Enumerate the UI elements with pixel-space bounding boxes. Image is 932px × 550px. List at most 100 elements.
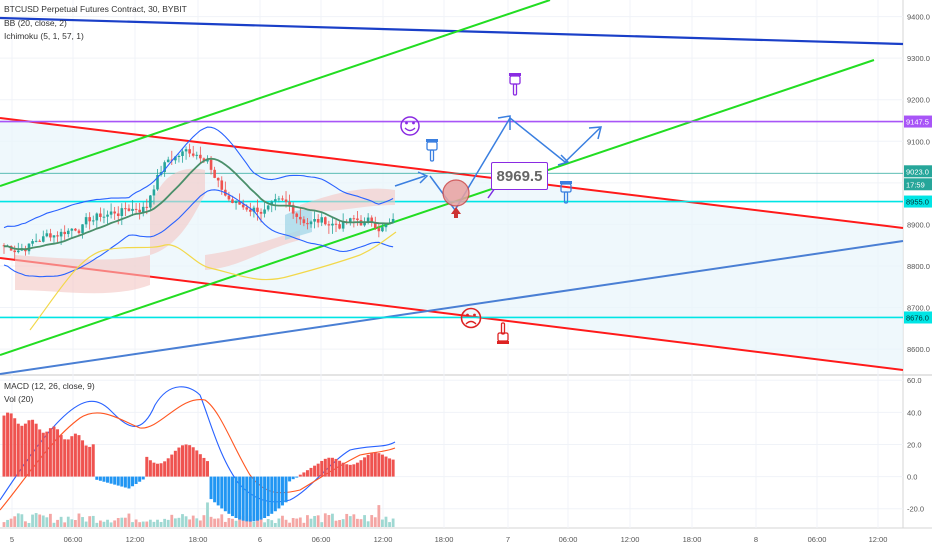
macd-hist-bar <box>23 423 27 477</box>
candle-body <box>49 233 52 238</box>
volume-bar <box>384 516 388 527</box>
macd-hist-bar <box>41 432 45 477</box>
macd-hist-bar <box>31 419 35 477</box>
time-tick-label: 6 <box>258 535 262 544</box>
hand-up-red-icon <box>497 322 509 344</box>
macd-hist-bar <box>102 476 106 482</box>
volume-bar <box>102 521 106 527</box>
candle-body <box>56 235 59 237</box>
macd-hist-bar <box>95 476 99 480</box>
price-tag-bg <box>904 165 932 178</box>
volume-bar <box>163 518 167 527</box>
volume-bar <box>116 518 120 527</box>
happy-face-outline <box>400 116 420 136</box>
volume-bar <box>141 521 145 527</box>
macd-hist-bar <box>273 476 277 512</box>
candle-body <box>238 201 241 205</box>
volume-bar <box>191 515 195 527</box>
macd-hist-bar <box>305 470 309 477</box>
trendline-navy <box>0 16 904 46</box>
volume-bar <box>309 518 313 527</box>
macd-hist-bar <box>84 445 88 477</box>
macd-hist-bar <box>341 462 345 477</box>
time-tick-label: 18:00 <box>683 535 702 544</box>
price-tag-label: 8955.0 <box>906 198 929 207</box>
volume-bar <box>109 522 113 527</box>
candle-body <box>156 174 159 190</box>
candle-body <box>102 216 106 218</box>
volume-bar <box>334 520 338 527</box>
macd-hist-bar <box>170 454 174 477</box>
volume-bar <box>84 521 88 527</box>
bb-indicator-label[interactable]: BB (20, close, 2) <box>4 18 67 28</box>
price-tag-bg <box>904 178 932 191</box>
macd-hist-bar <box>9 413 13 477</box>
candle-body <box>373 221 377 229</box>
candle-body <box>249 209 252 212</box>
happy-face-eye <box>405 121 408 125</box>
macd-hist-bar <box>384 456 388 477</box>
hand-cuff <box>509 73 521 76</box>
macd-hist-bar <box>159 463 163 477</box>
candle-body <box>284 199 288 202</box>
volume-bar <box>284 519 288 527</box>
time-tick-label: 06:00 <box>312 535 331 544</box>
price-tick-label: 8700.0 <box>907 304 930 313</box>
volume-bar <box>145 521 149 527</box>
macd-hist-bar <box>88 446 92 477</box>
volume-bar <box>127 513 131 527</box>
candle-body <box>202 158 206 162</box>
volume-bar <box>70 519 74 527</box>
trendline-red-lower <box>0 257 904 371</box>
macd-hist-bar <box>205 461 209 477</box>
candle-body <box>188 149 191 154</box>
macd-hist-bar <box>298 474 302 477</box>
sad-face-icon <box>460 307 482 329</box>
candle-body <box>234 201 238 204</box>
macd-hist-bar <box>195 450 199 477</box>
price-tick-label: 9100.0 <box>907 137 930 146</box>
volume-bar <box>338 519 341 527</box>
macd-hist-bar <box>56 429 60 477</box>
ichimoku-indicator-label[interactable]: Ichimoku (5, 1, 57, 1) <box>4 31 84 41</box>
channel-fill <box>0 118 903 370</box>
volume-bar <box>74 520 77 527</box>
candle-body <box>13 250 17 253</box>
volume-bar <box>348 516 352 527</box>
candle-body <box>88 217 91 222</box>
volume-bar <box>363 515 366 527</box>
projection-arrowhead <box>557 154 570 166</box>
candle-body <box>131 208 134 211</box>
trendline-blue <box>0 240 904 375</box>
macd-indicator-label[interactable]: MACD (12, 26, close, 9) <box>4 381 95 391</box>
volume-bar <box>270 520 274 527</box>
volume-bar <box>231 518 234 527</box>
volume-bar <box>34 513 38 527</box>
volume-bar <box>213 518 217 527</box>
volume-bar <box>184 516 188 527</box>
volume-bar <box>241 516 245 527</box>
time-tick-label: 12:00 <box>374 535 393 544</box>
volume-bar <box>38 514 42 527</box>
price-tag-bg <box>904 195 932 208</box>
volume-bar <box>295 518 299 527</box>
bb-upper <box>3 126 394 229</box>
candle-body <box>316 219 320 223</box>
annotation-price-text: 8969.5 <box>496 167 543 185</box>
candle-body <box>70 228 74 231</box>
price-tick-label: 8800.0 <box>907 262 930 271</box>
candle-body <box>331 223 334 226</box>
volume-bar <box>16 513 20 527</box>
volume-bar <box>266 519 270 527</box>
vol-indicator-label[interactable]: Vol (20) <box>4 394 34 404</box>
bb-basis <box>3 157 394 251</box>
volume-bar <box>20 514 24 527</box>
volume-bar <box>202 515 206 527</box>
candle-body <box>149 195 152 208</box>
volume-bar <box>352 514 356 527</box>
volume-bar <box>320 522 324 527</box>
price-tick-label: 9300.0 <box>907 54 930 63</box>
macd-hist-bar <box>109 476 113 484</box>
